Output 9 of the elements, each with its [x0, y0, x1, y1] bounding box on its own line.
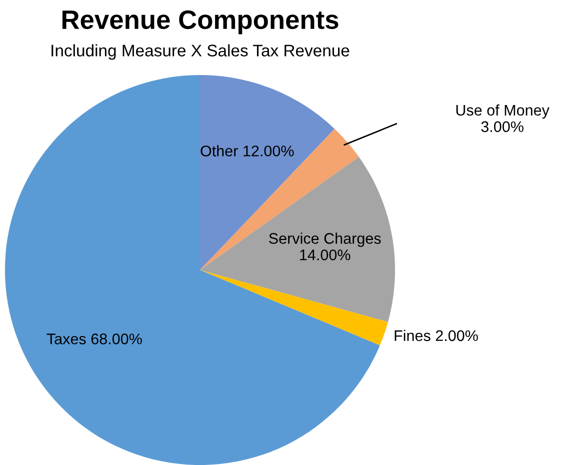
slice-label: Use of Money — [456, 104, 550, 119]
slice-label: Other 12.00% — [200, 145, 294, 156]
slice-label: Service Charges — [269, 232, 381, 247]
data-label: 14.00% — [300, 249, 350, 260]
slice-label: Taxes 68.00% — [46, 334, 142, 344]
chart-subtitle: Including Measure X Sales Tax Revenue — [52, 44, 350, 60]
chart-title: Revenue Components — [62, 10, 338, 34]
data-label: 3.00% — [481, 121, 524, 132]
slice-label: Fines 2.00% — [394, 330, 478, 342]
